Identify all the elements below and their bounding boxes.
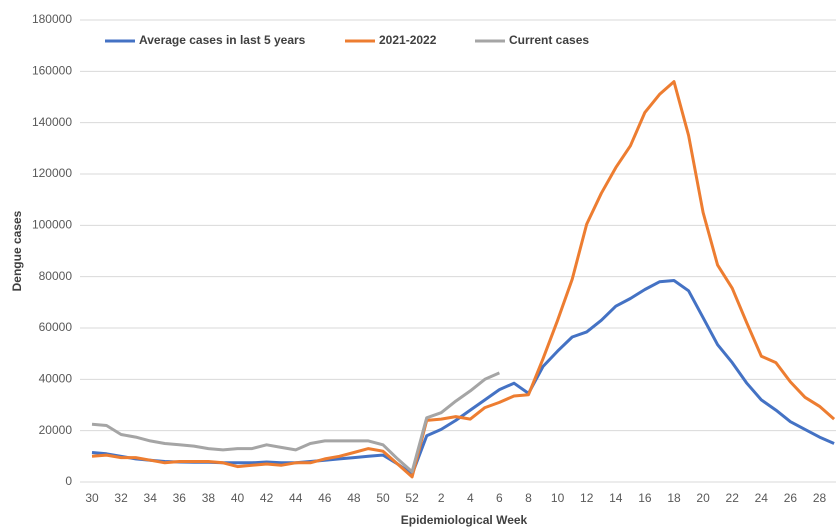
x-tick-label: 48: [347, 491, 361, 505]
y-tick-label: 80000: [39, 269, 73, 283]
x-tick-label: 22: [726, 491, 740, 505]
x-tick-label: 46: [318, 491, 332, 505]
x-tick-label: 38: [202, 491, 216, 505]
y-tick-label: 20000: [39, 423, 73, 437]
y-tick-label: 60000: [39, 320, 73, 334]
x-tick-label: 2: [438, 491, 445, 505]
x-tick-label: 24: [755, 491, 769, 505]
y-tick-label: 0: [65, 474, 72, 488]
x-tick-label: 32: [114, 491, 128, 505]
x-tick-label: 30: [85, 491, 99, 505]
x-tick-label: 36: [173, 491, 187, 505]
legend-label: 2021-2022: [379, 33, 437, 47]
x-tick-label: 28: [813, 491, 827, 505]
x-tick-label: 18: [667, 491, 681, 505]
data-line: [91, 371, 501, 474]
y-tick-label: 100000: [32, 218, 72, 232]
data-line: [91, 80, 836, 479]
x-tick-label: 8: [525, 491, 532, 505]
x-tick-label: 16: [638, 491, 652, 505]
y-tick-label: 180000: [32, 12, 72, 26]
x-tick-label: 4: [467, 491, 474, 505]
data-line: [91, 279, 835, 476]
x-tick-label: 44: [289, 491, 303, 505]
legend-label: Current cases: [509, 33, 589, 47]
x-tick-label: 52: [405, 491, 419, 505]
x-tick-label: 42: [260, 491, 274, 505]
x-tick-label: 34: [144, 491, 158, 505]
y-tick-label: 160000: [32, 64, 72, 78]
x-tick-label: 10: [551, 491, 565, 505]
y-tick-label: 140000: [32, 115, 72, 129]
x-tick-label: 14: [609, 491, 623, 505]
x-tick-label: 50: [376, 491, 390, 505]
x-tick-label: 20: [696, 491, 710, 505]
x-tick-label: 26: [784, 491, 798, 505]
y-tick-label: 120000: [32, 166, 72, 180]
x-tick-label: 40: [231, 491, 245, 505]
x-tick-label: 12: [580, 491, 594, 505]
y-axis-title: Dengue cases: [10, 210, 24, 291]
x-tick-label: 6: [496, 491, 503, 505]
x-axis-title: Epidemiological Week: [401, 513, 528, 527]
y-tick-label: 40000: [39, 372, 73, 386]
legend-label: Average cases in last 5 years: [139, 33, 306, 47]
